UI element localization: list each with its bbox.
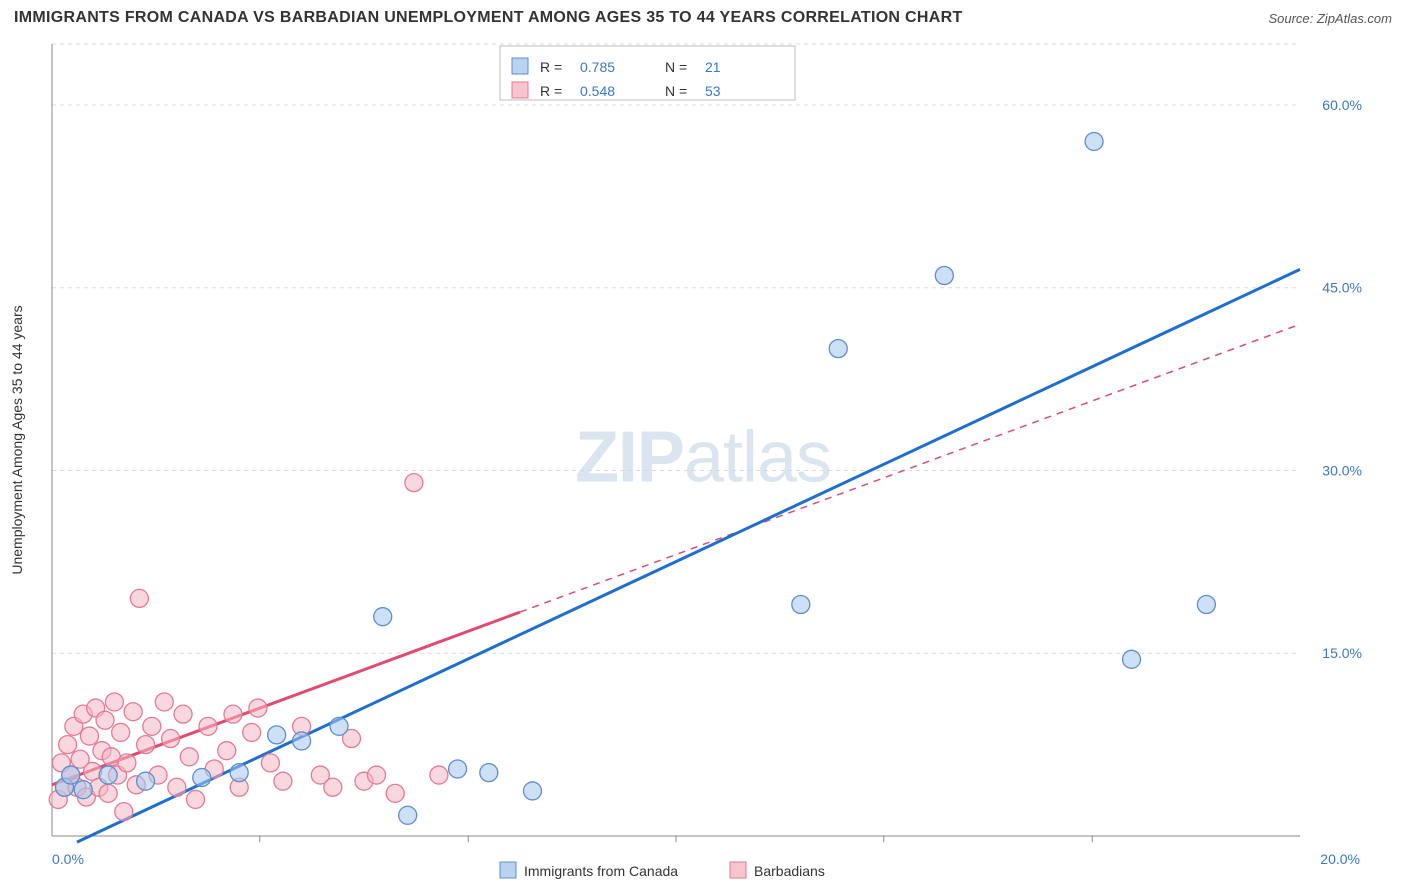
data-point (523, 782, 541, 800)
trend-line (77, 269, 1300, 842)
data-point (268, 726, 286, 744)
data-point (80, 727, 98, 745)
chart-title: IMMIGRANTS FROM CANADA VS BARBADIAN UNEM… (14, 9, 963, 27)
data-point (367, 766, 385, 784)
data-point (143, 717, 161, 735)
data-point (1123, 650, 1141, 668)
data-point (59, 736, 77, 754)
data-point (155, 693, 173, 711)
legend-n-value: 21 (705, 59, 721, 75)
data-point (99, 766, 117, 784)
x-tick-label: 0.0% (52, 851, 84, 867)
y-axis-title: Unemployment Among Ages 35 to 44 years (9, 305, 25, 574)
data-point (386, 784, 404, 802)
data-point (449, 760, 467, 778)
data-point (137, 772, 155, 790)
data-point (130, 589, 148, 607)
data-point (118, 754, 136, 772)
data-point (293, 732, 311, 750)
chart-header: IMMIGRANTS FROM CANADA VS BARBADIAN UNEM… (0, 0, 1406, 36)
data-point (74, 781, 92, 799)
data-point (105, 693, 123, 711)
legend-n-value: 53 (705, 83, 721, 99)
legend-n-label: N = (665, 59, 687, 75)
legend-label: Immigrants from Canada (524, 863, 678, 879)
data-point (274, 772, 292, 790)
data-point (935, 267, 953, 285)
data-point (249, 699, 267, 717)
data-point (243, 723, 261, 741)
data-point (62, 766, 80, 784)
y-tick-label: 30.0% (1322, 462, 1362, 478)
source-citation: Source: ZipAtlas.com (1268, 11, 1392, 26)
data-point (199, 717, 217, 735)
data-point (261, 754, 279, 772)
legend-swatch (512, 58, 528, 74)
legend-r-label: R = (540, 83, 562, 99)
data-point (430, 766, 448, 784)
y-tick-label: 15.0% (1322, 645, 1362, 661)
legend-swatch (730, 862, 746, 878)
data-point (168, 778, 186, 796)
legend-swatch (500, 862, 516, 878)
data-point (224, 705, 242, 723)
data-point (230, 764, 248, 782)
legend-n-label: N = (665, 83, 687, 99)
legend-swatch (512, 82, 528, 98)
legend-label: Barbadians (754, 863, 825, 879)
data-point (115, 803, 133, 821)
trend-line-ext (520, 324, 1300, 612)
data-point (374, 608, 392, 626)
data-point (187, 790, 205, 808)
data-point (124, 703, 142, 721)
y-tick-label: 60.0% (1322, 97, 1362, 113)
data-point (99, 784, 117, 802)
data-point (162, 730, 180, 748)
x-tick-label: 20.0% (1320, 851, 1360, 867)
data-point (324, 778, 342, 796)
data-point (1197, 595, 1215, 613)
data-point (792, 595, 810, 613)
source-label: Source: (1268, 11, 1316, 26)
data-point (180, 748, 198, 766)
data-point (1085, 132, 1103, 150)
data-point (399, 806, 417, 824)
data-point (96, 711, 114, 729)
legend-r-value: 0.548 (580, 83, 615, 99)
data-point (480, 764, 498, 782)
chart-area: 15.0% 30.0% 45.0% 60.0% 0.0% 20.0% Unemploymen… (0, 36, 1406, 892)
data-point (137, 736, 155, 754)
data-point (193, 769, 211, 787)
data-point (174, 705, 192, 723)
data-point (405, 474, 423, 492)
data-point (330, 717, 348, 735)
data-point (218, 742, 236, 760)
legend-r-value: 0.785 (580, 59, 615, 75)
y-tick-label: 45.0% (1322, 280, 1362, 296)
legend-r-label: R = (540, 59, 562, 75)
scatter-chart: 15.0% 30.0% 45.0% 60.0% 0.0% 20.0% Unemploymen… (0, 36, 1406, 892)
source-value: ZipAtlas.com (1317, 11, 1392, 26)
data-point (112, 723, 130, 741)
data-point (829, 340, 847, 358)
